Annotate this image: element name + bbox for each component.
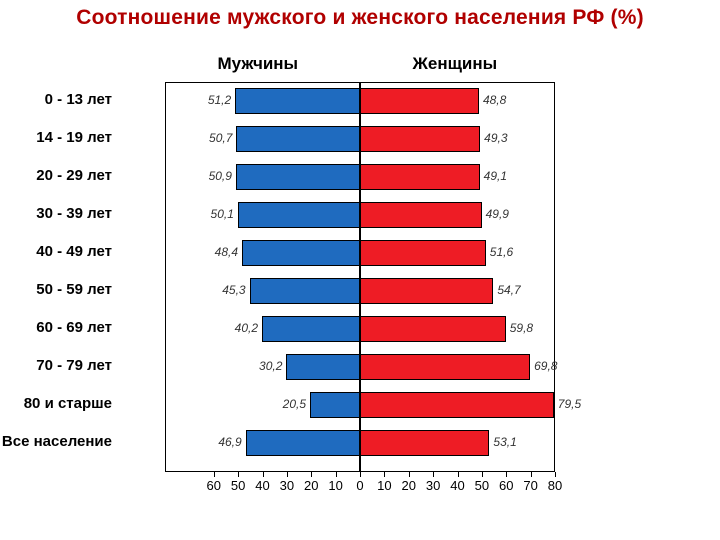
female-value-label: 49,3 [484,131,507,145]
x-tick-label: 50 [475,478,489,493]
male-bar [310,392,360,418]
male-bar [236,164,360,190]
x-tick [360,472,361,477]
x-tick-label: 0 [356,478,363,493]
male-value-label: 48,4 [215,245,238,259]
female-bar [360,164,480,190]
x-tick [214,472,215,477]
male-bar [262,316,360,342]
male-value-label: 50,9 [209,169,232,183]
female-value-label: 79,5 [558,397,581,411]
male-value-label: 46,9 [218,435,241,449]
category-label: 0 - 13 лет [0,91,112,108]
x-tick-label: 10 [328,478,342,493]
x-tick-label: 60 [207,478,221,493]
male-value-label: 50,1 [211,207,234,221]
female-value-label: 49,9 [486,207,509,221]
male-value-label: 50,7 [209,131,232,145]
x-tick [238,472,239,477]
category-label: 80 и старше [0,395,112,412]
male-value-label: 40,2 [235,321,258,335]
male-value-label: 45,3 [222,283,245,297]
x-tick-label: 20 [304,478,318,493]
x-tick [555,472,556,477]
x-tick-label: 50 [231,478,245,493]
female-value-label: 53,1 [493,435,516,449]
x-tick [458,472,459,477]
x-tick-label: 40 [255,478,269,493]
chart-title: Соотношение мужского и женского населени… [0,0,720,30]
female-value-label: 69,8 [534,359,557,373]
x-tick [409,472,410,477]
x-tick [384,472,385,477]
x-tick-label: 30 [280,478,294,493]
female-value-label: 51,6 [490,245,513,259]
female-bar [360,354,530,380]
x-tick [506,472,507,477]
female-bar [360,126,480,152]
female-bar [360,430,489,456]
x-tick-label: 40 [450,478,464,493]
male-bar [236,126,360,152]
female-bar [360,88,479,114]
female-bar [360,202,482,228]
male-value-label: 20,5 [283,397,306,411]
x-tick [263,472,264,477]
male-bar [238,202,360,228]
female-value-label: 59,8 [510,321,533,335]
female-header: Женщины [413,54,498,74]
female-value-label: 49,1 [484,169,507,183]
male-bar [242,240,360,266]
x-tick-label: 70 [523,478,537,493]
female-value-label: 54,7 [497,283,520,297]
x-tick [336,472,337,477]
x-tick [531,472,532,477]
category-label: 60 - 69 лет [0,319,112,336]
x-tick [311,472,312,477]
category-label: 40 - 49 лет [0,243,112,260]
category-label: Все население [0,433,112,450]
x-tick-label: 10 [377,478,391,493]
category-label: 50 - 59 лет [0,281,112,298]
male-bar [235,88,360,114]
female-bar [360,392,554,418]
male-bar [246,430,360,456]
pyramid-chart: Мужчины Женщины 0 - 13 лет51,248,814 - 1… [110,56,670,504]
category-label: 20 - 29 лет [0,167,112,184]
male-value-label: 30,2 [259,359,282,373]
x-tick-label: 20 [402,478,416,493]
male-value-label: 51,2 [208,93,231,107]
male-header: Мужчины [218,54,299,74]
female-bar [360,316,506,342]
x-tick-label: 80 [548,478,562,493]
male-bar [250,278,360,304]
x-tick-label: 30 [426,478,440,493]
female-value-label: 48,8 [483,93,506,107]
category-label: 30 - 39 лет [0,205,112,222]
female-bar [360,240,486,266]
x-tick [433,472,434,477]
page: { "title": { "text": "Соотношение мужско… [0,0,720,540]
category-label: 70 - 79 лет [0,357,112,374]
female-bar [360,278,493,304]
x-tick-label: 60 [499,478,513,493]
x-tick [482,472,483,477]
x-tick [287,472,288,477]
male-bar [286,354,360,380]
category-label: 14 - 19 лет [0,129,112,146]
